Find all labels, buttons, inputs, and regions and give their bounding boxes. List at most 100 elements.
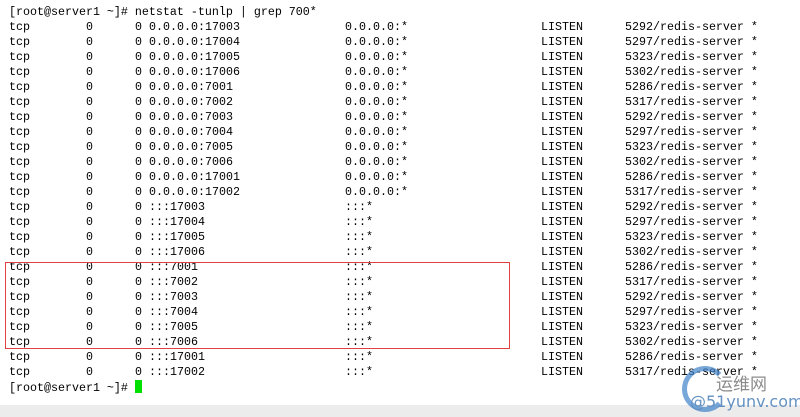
local-address: :::7002 [149,275,198,289]
local-address: :::17005 [149,230,205,244]
state: LISTEN [541,350,583,364]
local-address: 0.0.0.0:7005 [149,140,233,154]
proto: tcp [9,155,30,169]
recv-q: 0 [86,170,93,184]
pid-program: 5286/redis-server * [625,170,758,184]
state: LISTEN [541,260,583,274]
pid-program: 5317/redis-server * [625,275,758,289]
local-address: 0.0.0.0:7001 [149,80,233,94]
state: LISTEN [541,95,583,109]
recv-q: 0 [86,245,93,259]
recv-q: 0 [86,155,93,169]
pid-program: 5317/redis-server * [625,95,758,109]
final-prompt-line[interactable]: [root@server1 ~]# [9,380,142,395]
pid-program: 5286/redis-server * [625,350,758,364]
foreign-address: :::* [345,305,373,319]
local-address: 0.0.0.0:17006 [149,65,240,79]
foreign-address: 0.0.0.0:* [345,80,408,94]
state: LISTEN [541,140,583,154]
foreign-address: 0.0.0.0:* [345,170,408,184]
send-q: 0 [135,65,142,79]
proto: tcp [9,245,30,259]
local-address: 0.0.0.0:17005 [149,50,240,64]
state: LISTEN [541,80,583,94]
send-q: 0 [135,245,142,259]
send-q: 0 [135,200,142,214]
pid-program: 5302/redis-server * [625,155,758,169]
recv-q: 0 [86,305,93,319]
foreign-address: :::* [345,215,373,229]
pid-program: 5297/redis-server * [625,215,758,229]
recv-q: 0 [86,260,93,274]
local-address: 0.0.0.0:17003 [149,20,240,34]
pid-program: 5292/redis-server * [625,20,758,34]
foreign-address: 0.0.0.0:* [345,185,408,199]
prompt: [root@server1 ~]# [9,5,135,19]
state: LISTEN [541,290,583,304]
foreign-address: :::* [345,335,373,349]
proto: tcp [9,35,30,49]
foreign-address: 0.0.0.0:* [345,140,408,154]
foreign-address: :::* [345,275,373,289]
proto: tcp [9,65,30,79]
local-address: 0.0.0.0:17004 [149,35,240,49]
state: LISTEN [541,110,583,124]
state: LISTEN [541,320,583,334]
state: LISTEN [541,200,583,214]
pid-program: 5302/redis-server * [625,335,758,349]
foreign-address: :::* [345,200,373,214]
pid-program: 5297/redis-server * [625,305,758,319]
proto: tcp [9,290,30,304]
send-q: 0 [135,80,142,94]
highlight-box [5,262,510,349]
send-q: 0 [135,365,142,379]
state: LISTEN [541,230,583,244]
recv-q: 0 [86,65,93,79]
pid-program: 5292/redis-server * [625,200,758,214]
pid-program: 5297/redis-server * [625,35,758,49]
send-q: 0 [135,215,142,229]
proto: tcp [9,50,30,64]
recv-q: 0 [86,140,93,154]
proto: tcp [9,215,30,229]
pid-program: 5323/redis-server * [625,140,758,154]
foreign-address: 0.0.0.0:* [345,35,408,49]
local-address: 0.0.0.0:7004 [149,125,233,139]
recv-q: 0 [86,35,93,49]
local-address: :::7001 [149,260,198,274]
send-q: 0 [135,95,142,109]
foreign-address: :::* [345,350,373,364]
proto: tcp [9,275,30,289]
command-text: netstat -tunlp | grep 700* [134,5,317,19]
cursor [134,380,142,393]
recv-q: 0 [86,290,93,304]
send-q: 0 [135,50,142,64]
recv-q: 0 [86,110,93,124]
proto: tcp [9,80,30,94]
send-q: 0 [135,350,142,364]
foreign-address: :::* [345,320,373,334]
foreign-address: 0.0.0.0:* [345,155,408,169]
state: LISTEN [541,65,583,79]
recv-q: 0 [86,365,93,379]
recv-q: 0 [86,95,93,109]
send-q: 0 [135,320,142,334]
proto: tcp [9,20,30,34]
local-address: 0.0.0.0:7006 [149,155,233,169]
state: LISTEN [541,185,583,199]
proto: tcp [9,260,30,274]
command-line: [root@server1 ~]# netstat -tunlp | grep … [9,5,317,20]
pid-program: 5302/redis-server * [625,65,758,79]
foreign-address: :::* [345,230,373,244]
recv-q: 0 [86,320,93,334]
pid-program: 5323/redis-server * [625,320,758,334]
state: LISTEN [541,215,583,229]
send-q: 0 [135,260,142,274]
state: LISTEN [541,245,583,259]
foreign-address: :::* [345,365,373,379]
proto: tcp [9,140,30,154]
foreign-address: 0.0.0.0:* [345,110,408,124]
send-q: 0 [135,110,142,124]
foreign-address: :::* [345,290,373,304]
prompt: [root@server1 ~]# [9,381,135,395]
